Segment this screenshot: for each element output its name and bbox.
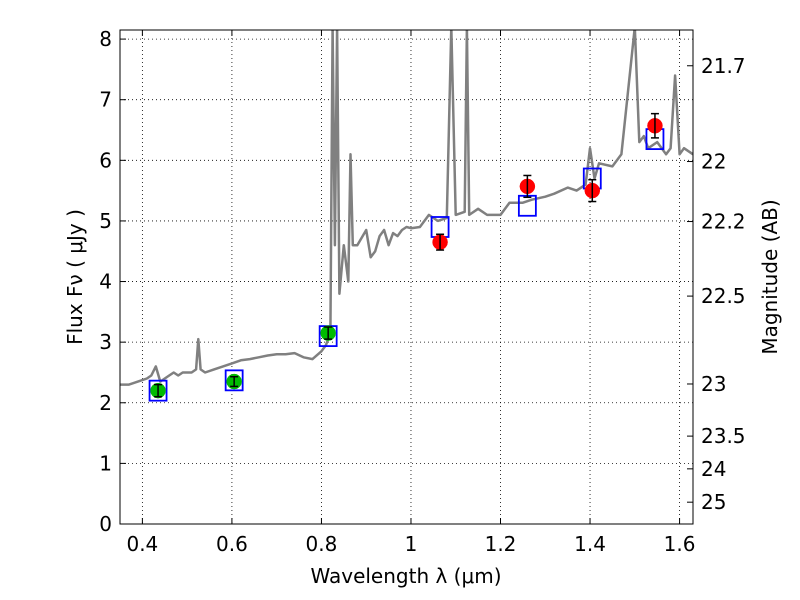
- y-tick-label: 3: [99, 330, 112, 354]
- mag-tick-label: 24: [701, 457, 726, 481]
- mag-tick-label: 22: [701, 150, 726, 174]
- y-tick-label: 8: [99, 27, 112, 51]
- axes: 0.4 0.6 0.8 1 1.2 1.4 1.601234567821.72222.222…: [99, 27, 745, 556]
- spectrum-line: [120, 30, 693, 386]
- y-axis-label: Flux Fν ( μJy ): [63, 209, 87, 345]
- mag-tick-label: 25: [701, 490, 726, 514]
- plot-area: [120, 30, 693, 402]
- mag-tick-label: 22.5: [701, 284, 746, 308]
- x-tick-label: 0.6: [216, 532, 248, 556]
- y-tick-label: 6: [99, 148, 112, 172]
- y-tick-label: 5: [99, 209, 112, 233]
- model-box: [148, 379, 168, 402]
- y-tick-label: 7: [99, 88, 112, 112]
- mag-tick-label: 23.5: [701, 424, 746, 448]
- x-tick-label: 0.4: [126, 532, 158, 556]
- x-axis-label: Wavelength λ (μm): [310, 564, 501, 588]
- y2-axis-label: Magnitude (AB): [758, 199, 782, 354]
- plot-frame: [119, 29, 694, 525]
- mag-tick-label: 22.2: [701, 210, 746, 234]
- x-tick-label: 0.8: [306, 532, 338, 556]
- y-tick-label: 4: [99, 270, 112, 294]
- model-box: [224, 369, 244, 392]
- x-tick-label: 1: [405, 532, 418, 556]
- mag-tick-label: 23: [701, 372, 726, 396]
- x-tick-label: 1.6: [664, 532, 696, 556]
- x-tick-label: 1.2: [485, 532, 517, 556]
- y-tick-label: 1: [99, 451, 112, 475]
- y-tick-label: 2: [99, 391, 112, 415]
- x-tick-label: 1.4: [574, 532, 606, 556]
- grid: [120, 30, 693, 525]
- y-tick-label: 0: [99, 512, 112, 536]
- mag-tick-label: 21.7: [701, 54, 746, 78]
